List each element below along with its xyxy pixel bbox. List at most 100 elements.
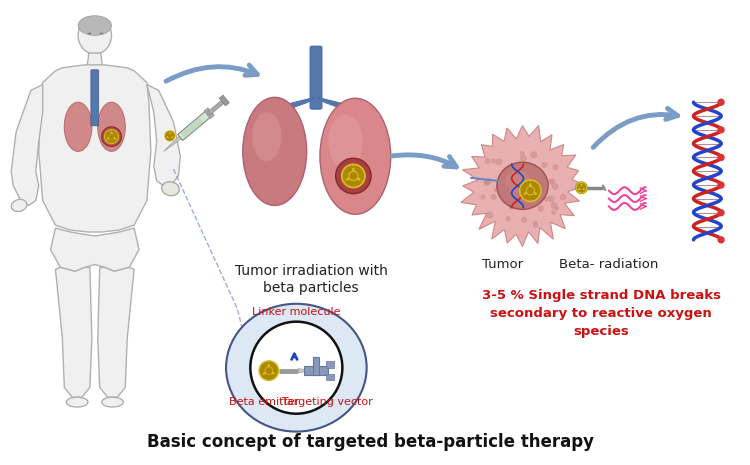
Wedge shape: [524, 191, 530, 194]
Wedge shape: [582, 184, 586, 190]
Polygon shape: [178, 111, 212, 140]
Circle shape: [350, 173, 357, 179]
Circle shape: [718, 182, 724, 188]
Polygon shape: [181, 118, 203, 138]
Circle shape: [718, 237, 724, 243]
Wedge shape: [263, 371, 268, 374]
Wedge shape: [106, 139, 116, 142]
Circle shape: [544, 197, 548, 201]
Circle shape: [336, 158, 371, 193]
Circle shape: [718, 154, 724, 160]
FancyBboxPatch shape: [91, 70, 99, 126]
Polygon shape: [56, 267, 92, 397]
Circle shape: [552, 211, 555, 214]
Wedge shape: [344, 166, 352, 180]
Wedge shape: [106, 131, 111, 139]
Wedge shape: [531, 191, 536, 194]
Circle shape: [548, 196, 554, 201]
Text: Tumor: Tumor: [482, 258, 524, 271]
Text: Linker molecule: Linker molecule: [252, 306, 340, 317]
Ellipse shape: [66, 397, 88, 407]
Text: Tumor irradiation with
beta particles: Tumor irradiation with beta particles: [235, 265, 388, 295]
Polygon shape: [11, 85, 43, 206]
Wedge shape: [354, 166, 364, 180]
Circle shape: [520, 152, 524, 155]
Circle shape: [110, 135, 113, 139]
Circle shape: [104, 130, 118, 144]
Text: 3-5 % Single strand DNA breaks
secondary to reactive oxygen
species: 3-5 % Single strand DNA breaks secondary…: [482, 289, 721, 338]
Polygon shape: [298, 369, 306, 372]
Text: Targeting vector: Targeting vector: [283, 397, 374, 407]
Circle shape: [494, 188, 497, 192]
Wedge shape: [521, 181, 530, 194]
Ellipse shape: [78, 16, 112, 35]
Circle shape: [520, 180, 542, 201]
Circle shape: [482, 195, 485, 199]
Ellipse shape: [98, 102, 125, 152]
Polygon shape: [147, 85, 180, 186]
Circle shape: [718, 127, 724, 133]
Circle shape: [346, 171, 350, 175]
Circle shape: [357, 177, 362, 181]
Polygon shape: [39, 65, 151, 232]
Circle shape: [266, 368, 272, 373]
Circle shape: [485, 179, 491, 184]
Circle shape: [718, 99, 724, 105]
Circle shape: [506, 217, 510, 221]
Ellipse shape: [506, 170, 530, 192]
Circle shape: [555, 206, 558, 210]
Polygon shape: [164, 134, 184, 152]
Wedge shape: [582, 188, 584, 190]
Wedge shape: [579, 188, 581, 190]
Circle shape: [491, 194, 496, 199]
Wedge shape: [170, 132, 174, 138]
Circle shape: [551, 203, 557, 208]
Wedge shape: [166, 132, 170, 138]
Polygon shape: [208, 100, 225, 115]
Wedge shape: [112, 131, 117, 139]
Circle shape: [553, 184, 558, 189]
Wedge shape: [167, 136, 170, 138]
Circle shape: [548, 180, 553, 184]
Circle shape: [484, 180, 489, 185]
Wedge shape: [578, 184, 581, 190]
Circle shape: [102, 127, 122, 146]
Ellipse shape: [497, 162, 548, 209]
Polygon shape: [219, 95, 230, 106]
Circle shape: [527, 188, 533, 194]
Ellipse shape: [243, 97, 307, 206]
Wedge shape: [531, 181, 539, 194]
Circle shape: [251, 322, 342, 414]
Circle shape: [523, 163, 527, 168]
Polygon shape: [98, 267, 134, 397]
Wedge shape: [345, 179, 362, 186]
Circle shape: [349, 179, 352, 183]
Text: Basic concept of targeted beta-particle therapy: Basic concept of targeted beta-particle …: [146, 433, 593, 451]
Ellipse shape: [328, 114, 363, 169]
Circle shape: [551, 179, 555, 183]
Ellipse shape: [78, 17, 112, 54]
Wedge shape: [268, 365, 269, 370]
FancyBboxPatch shape: [326, 361, 334, 368]
Circle shape: [522, 217, 526, 222]
FancyBboxPatch shape: [304, 366, 328, 375]
Circle shape: [538, 206, 543, 211]
Ellipse shape: [226, 304, 367, 432]
Circle shape: [533, 221, 537, 225]
Circle shape: [554, 165, 558, 169]
Wedge shape: [260, 362, 268, 374]
FancyBboxPatch shape: [313, 357, 319, 375]
Circle shape: [512, 204, 515, 208]
FancyBboxPatch shape: [326, 373, 334, 380]
Circle shape: [496, 159, 502, 165]
Wedge shape: [523, 194, 538, 200]
Circle shape: [485, 159, 490, 164]
Circle shape: [509, 205, 514, 209]
Circle shape: [503, 173, 507, 177]
Polygon shape: [281, 97, 314, 112]
Ellipse shape: [162, 182, 179, 196]
Circle shape: [486, 181, 490, 185]
Circle shape: [487, 212, 493, 218]
Ellipse shape: [252, 112, 281, 161]
Polygon shape: [461, 126, 586, 246]
